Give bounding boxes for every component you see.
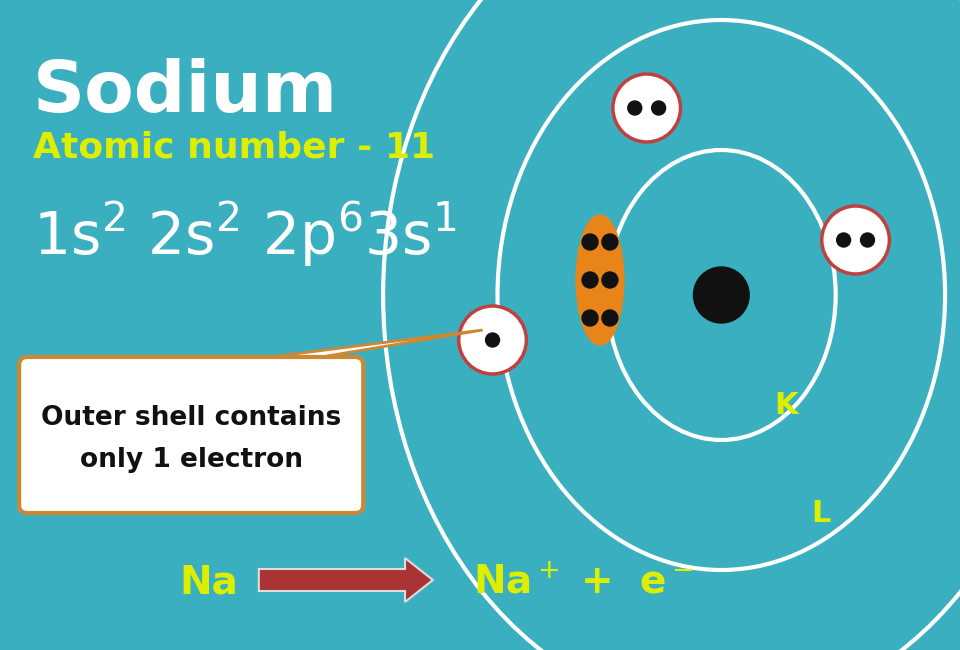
- Text: Sodium: Sodium: [33, 58, 338, 127]
- Text: Outer shell contains: Outer shell contains: [41, 405, 342, 431]
- Circle shape: [459, 306, 526, 374]
- Circle shape: [822, 206, 889, 274]
- Circle shape: [602, 310, 618, 326]
- Text: Atomic number - 11: Atomic number - 11: [33, 130, 435, 164]
- Circle shape: [693, 267, 749, 323]
- FancyArrow shape: [259, 558, 433, 602]
- Text: only 1 electron: only 1 electron: [80, 447, 302, 473]
- Text: Na: Na: [180, 563, 238, 601]
- Text: $\mathregular{1s^2\ 2s^2\ 2p^6 3s^1}$: $\mathregular{1s^2\ 2s^2\ 2p^6 3s^1}$: [33, 200, 457, 269]
- Circle shape: [628, 101, 641, 115]
- Circle shape: [860, 233, 875, 247]
- Circle shape: [602, 272, 618, 288]
- Ellipse shape: [576, 215, 624, 345]
- Circle shape: [486, 333, 499, 347]
- Polygon shape: [207, 330, 483, 365]
- Circle shape: [582, 310, 598, 326]
- Circle shape: [602, 234, 618, 250]
- Circle shape: [837, 233, 851, 247]
- Text: L: L: [811, 499, 830, 528]
- Circle shape: [582, 234, 598, 250]
- Circle shape: [582, 272, 598, 288]
- Circle shape: [612, 74, 681, 142]
- Circle shape: [652, 101, 665, 115]
- FancyBboxPatch shape: [19, 357, 363, 513]
- Text: K: K: [774, 391, 798, 419]
- Text: Na$^+$ +  e$^-$: Na$^+$ + e$^-$: [472, 563, 693, 601]
